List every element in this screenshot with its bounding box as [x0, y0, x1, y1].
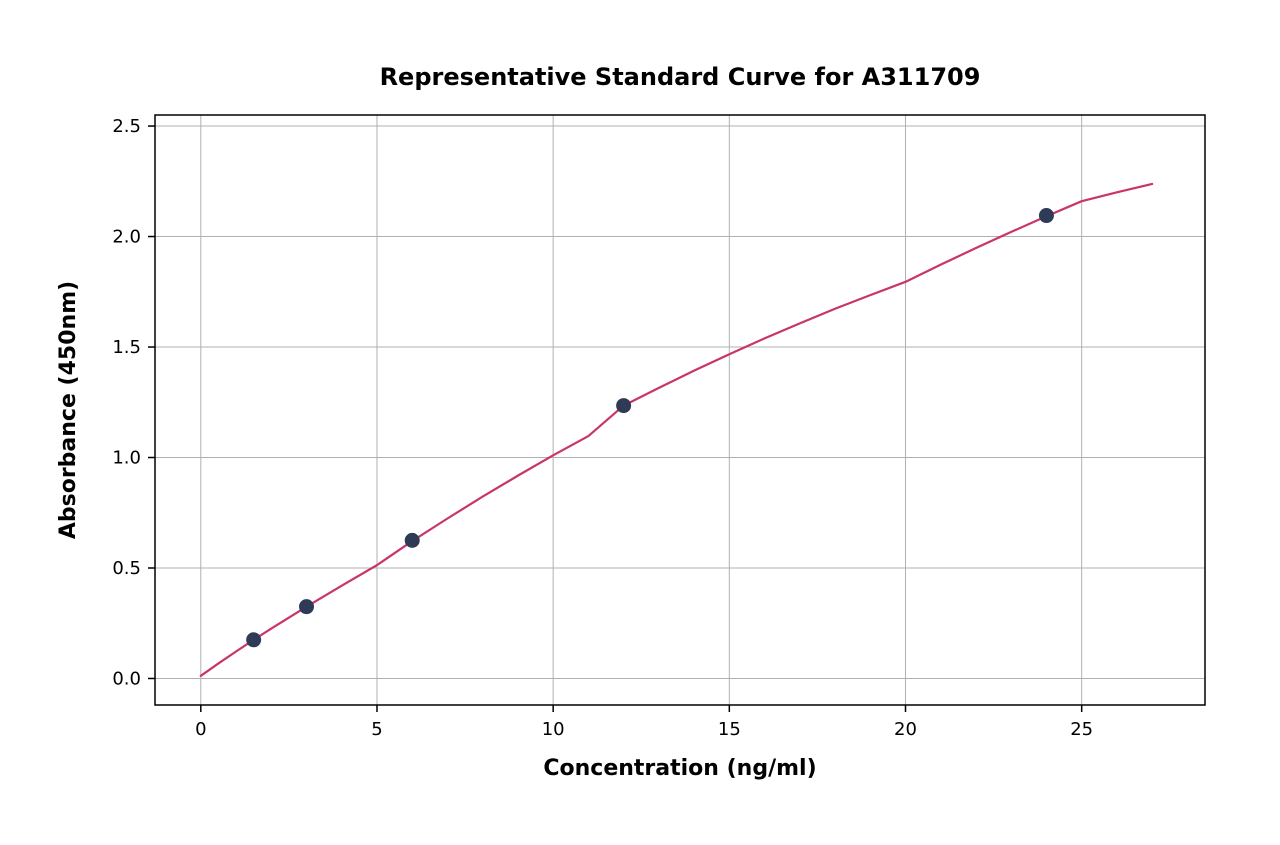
y-tick-label: 0.0: [112, 668, 141, 689]
x-tick-label: 0: [195, 719, 206, 740]
standard-curve-chart: 0 5 10 15 20 25 0.0 0.5 1.0 1.5 2.0 2.5 Concentratio…: [0, 0, 1280, 845]
x-tick-label: 5: [371, 719, 382, 740]
plot-area: [155, 115, 1205, 705]
chart-container: 0 5 10 15 20 25 0.0 0.5 1.0 1.5 2.0 2.5 Concentratio…: [0, 0, 1280, 845]
y-tick-label: 2.5: [112, 116, 141, 137]
x-tick-label: 20: [894, 719, 917, 740]
data-point: [1039, 209, 1053, 223]
y-axis-label: Absorbance (450nm): [56, 281, 81, 539]
data-point: [247, 633, 261, 647]
data-point: [405, 533, 419, 547]
chart-title: Representative Standard Curve for A31170…: [380, 63, 981, 91]
data-point: [617, 399, 631, 413]
y-tick-label: 1.0: [112, 448, 141, 469]
x-tick-label: 10: [542, 719, 565, 740]
y-tick-label: 0.5: [112, 558, 141, 579]
x-tick-label: 15: [718, 719, 741, 740]
y-tick-label: 2.0: [112, 227, 141, 248]
y-tick-label: 1.5: [112, 337, 141, 358]
x-axis-label: Concentration (ng/ml): [543, 756, 816, 781]
data-point: [300, 600, 314, 614]
x-tick-label: 25: [1070, 719, 1093, 740]
